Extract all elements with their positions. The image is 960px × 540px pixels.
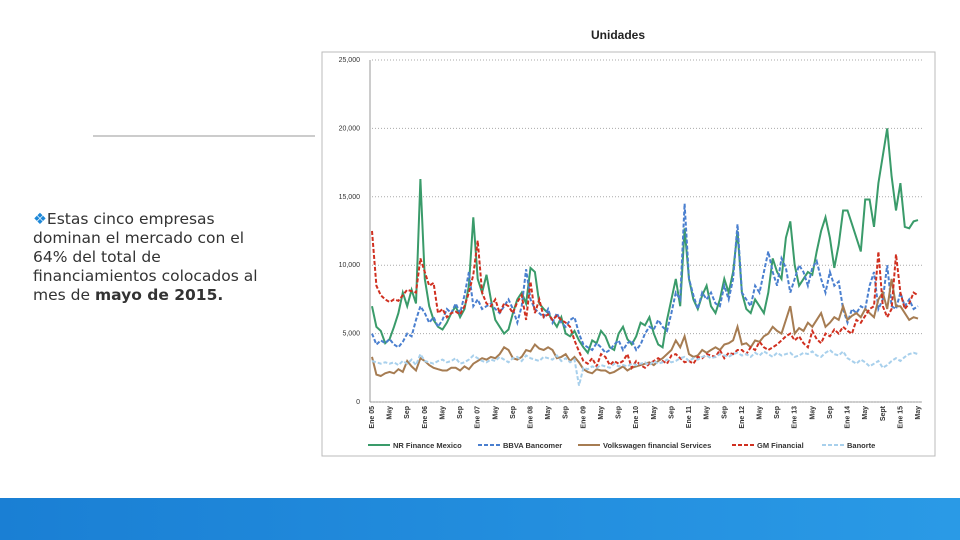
x-tick-label: May [915,406,922,420]
x-tick-label: Sep [721,406,728,419]
x-tick-label: Ene 11 [686,406,693,428]
x-tick-label: Ene 13 [792,406,799,429]
x-tick-label: Ene 14 [845,406,852,429]
legend-label: NR Finance Mexico [393,441,462,450]
y-tick-label: 0 [356,399,360,406]
series-line [371,348,919,386]
x-tick-label: May [545,406,552,420]
x-tick-label: Ene 06 [422,406,429,429]
chart-frame [321,51,936,457]
text-bold: mayo de 2015. [94,286,224,304]
series-line [371,203,919,355]
y-tick-label: 15,000 [339,194,361,201]
footer-bar [0,498,960,540]
x-tick-label: May [492,406,499,420]
x-tick-label: Sep [774,406,781,419]
x-tick-label: Sep [457,406,464,419]
x-tick-label: Ene 12 [739,406,746,429]
x-tick-label: Ene 05 [369,406,376,429]
legend-label: BBVA Bancomer [503,441,562,450]
x-tick-label: May [598,406,605,420]
x-tick-label: May [809,406,816,420]
y-tick-label: 10,000 [339,262,361,269]
x-tick-label: Sep [510,406,517,419]
x-tick-label: Ene 09 [580,406,587,429]
series-line [371,230,919,371]
y-tick-label: 5,000 [342,331,360,338]
x-tick-label: May [651,406,658,420]
x-tick-label: Ene 07 [475,406,482,429]
x-tick-label: Sep [404,406,411,419]
x-tick-label: Sep [668,406,675,419]
bullet-text: ❖Estas cinco empresas dominan el mercado… [33,210,278,305]
x-tick-label: Ene 15 [897,406,904,429]
chart-title: Unidades [591,28,645,42]
x-tick-label: May [439,406,446,420]
x-tick-label: Sep [563,406,570,419]
legend-label: Volkswagen financial Services [603,441,711,450]
x-tick-label: Ene 10 [633,406,640,429]
series-line [371,278,919,378]
legend-label: GM Financial [757,441,804,450]
y-tick-label: 25,000 [339,57,361,64]
x-tick-label: May [387,406,394,420]
bullet: ❖ [33,210,47,228]
x-tick-label: Sep [616,406,623,419]
x-tick-label: Sept [880,405,887,421]
legend-label: Banorte [847,441,875,450]
x-tick-label: Sep [827,406,834,419]
series-line [371,128,919,355]
x-tick-label: May [862,406,869,420]
x-tick-label: May [704,406,711,420]
x-tick-label: Ene 08 [528,406,535,429]
y-tick-label: 20,000 [339,125,361,132]
text: Estas cinco empresas dominan el mercado … [33,210,258,304]
x-tick-label: May [756,406,763,420]
